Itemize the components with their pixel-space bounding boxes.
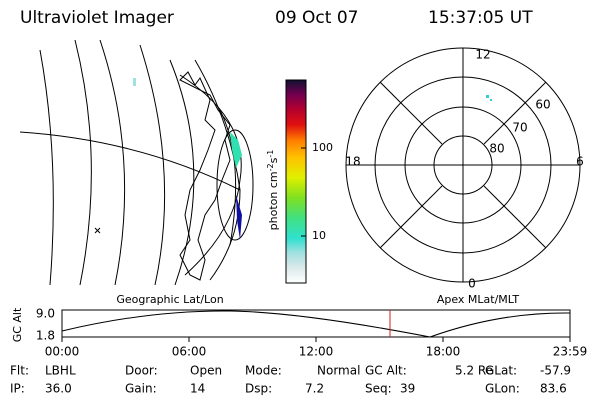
alt-tick-label: 9.0 bbox=[36, 307, 55, 321]
colorbar bbox=[285, 79, 307, 284]
status-label: Dsp: bbox=[245, 382, 272, 396]
status-label: Gain: bbox=[125, 382, 157, 396]
time-tick-label: 06:00 bbox=[172, 345, 207, 359]
status-value: 7.2 bbox=[305, 382, 324, 396]
lat-label: 80 bbox=[489, 142, 504, 156]
colorbar-unit: photon cm-2s-1 bbox=[266, 150, 281, 231]
unit-part: -1 bbox=[266, 150, 275, 158]
status-label: Door: bbox=[125, 364, 158, 378]
time-tick-label: 23:59 bbox=[553, 345, 588, 359]
orbit-right-title: Apex MLat/MLT bbox=[437, 293, 520, 306]
alt-tick-label: 1.8 bbox=[36, 329, 55, 343]
time-tick-label: 18:00 bbox=[426, 345, 461, 359]
status-label: Seq: bbox=[365, 382, 392, 396]
globe bbox=[20, 40, 254, 285]
status-value: -57.9 bbox=[540, 364, 571, 378]
orbit-curve bbox=[61, 310, 571, 338]
status-value: 83.6 bbox=[540, 382, 567, 396]
mlt-label: 18 bbox=[345, 155, 360, 169]
date: 09 Oct 07 bbox=[275, 8, 358, 28]
colorbar-tick-label: 10 bbox=[312, 229, 326, 242]
unit-part: -2 bbox=[266, 163, 275, 171]
lat-label: 60 bbox=[535, 98, 550, 112]
colorbar-tick-label: 100 bbox=[312, 141, 333, 154]
status-value: 39 bbox=[400, 382, 415, 396]
orbit-left-title: Geographic Lat/Lon bbox=[116, 293, 223, 306]
time: 15:37:05 UT bbox=[428, 8, 533, 28]
status-value: Open bbox=[190, 364, 222, 378]
status-label: GLon: bbox=[485, 382, 520, 396]
status-label: GC Alt: bbox=[365, 364, 407, 378]
polar-plot bbox=[345, 47, 581, 283]
orbit-axis-label: GC Alt bbox=[11, 307, 24, 342]
lat-label: 70 bbox=[512, 121, 527, 135]
unit-part: s bbox=[267, 157, 280, 163]
status-label: IP: bbox=[10, 382, 25, 396]
status-value: Normal bbox=[317, 364, 360, 378]
unit-part: photon cm bbox=[267, 171, 280, 230]
status-label: Mode: bbox=[245, 364, 282, 378]
time-tick-label: 00:00 bbox=[45, 345, 80, 359]
status-value: LBHL bbox=[45, 364, 76, 378]
status-label: GLat: bbox=[485, 364, 517, 378]
orbit-frame bbox=[61, 309, 571, 338]
mlt-label: 0 bbox=[468, 277, 476, 291]
status-value: 5.2 Re bbox=[455, 364, 493, 378]
instrument: Ultraviolet Imager bbox=[20, 8, 174, 28]
status-label: Flt: bbox=[10, 364, 29, 378]
status-value: 14 bbox=[190, 382, 205, 396]
mlt-label: 12 bbox=[475, 48, 490, 62]
mlt-label: 6 bbox=[576, 155, 584, 169]
time-tick-label: 12:00 bbox=[299, 345, 334, 359]
status-value: 36.0 bbox=[45, 382, 72, 396]
